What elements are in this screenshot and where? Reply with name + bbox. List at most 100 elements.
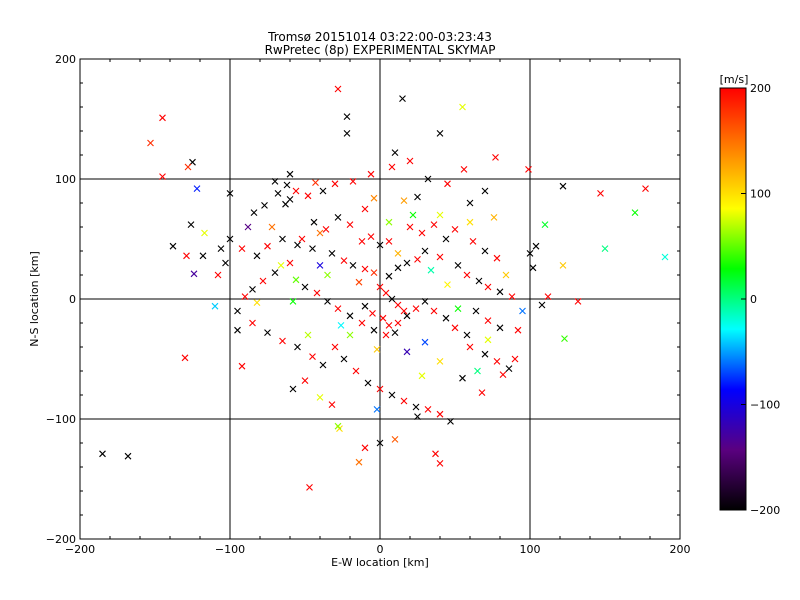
data-point (184, 163, 192, 171)
data-point (159, 173, 166, 180)
data-point (331, 180, 339, 188)
data-points (99, 85, 669, 491)
data-point (421, 298, 429, 305)
data-point (490, 214, 498, 221)
data-point (370, 326, 378, 334)
data-point (169, 242, 177, 250)
data-point (403, 259, 411, 267)
data-point (259, 277, 267, 285)
data-point (451, 226, 459, 233)
data-point (376, 283, 384, 291)
data-point (385, 322, 393, 329)
data-point (292, 187, 300, 195)
data-point (492, 154, 499, 161)
data-point (532, 242, 540, 250)
data-point (234, 307, 241, 315)
data-point (294, 343, 301, 351)
data-point (544, 293, 552, 300)
data-point (264, 242, 271, 250)
data-point (201, 229, 208, 237)
data-point (481, 247, 489, 255)
data-point (505, 365, 513, 372)
data-point (496, 324, 504, 332)
data-point (286, 170, 294, 178)
colorbar-tick-label: 100 (750, 188, 771, 201)
data-point (382, 289, 390, 297)
data-point (385, 238, 393, 245)
data-point (400, 197, 408, 204)
data-point (286, 259, 294, 267)
data-point (282, 200, 289, 208)
data-point (394, 250, 402, 257)
data-point (214, 271, 222, 279)
data-point (508, 293, 516, 300)
data-point (466, 218, 474, 226)
data-point (424, 406, 432, 413)
data-point (147, 139, 154, 147)
x-tick-label: 0 (377, 543, 384, 556)
data-point (385, 218, 393, 226)
y-tick-label: 0 (69, 293, 76, 306)
data-point (346, 312, 354, 320)
y-axis-label: N-S location [km] (28, 251, 41, 347)
colorbar-ticks: 200 100 0 −100 −200 (741, 82, 780, 517)
data-point (421, 338, 429, 346)
data-point (294, 241, 301, 249)
data-point (298, 235, 306, 243)
data-point (306, 484, 313, 491)
data-point (499, 371, 507, 378)
data-point (373, 346, 381, 353)
data-point (211, 302, 219, 310)
data-point (187, 221, 195, 228)
data-point (418, 372, 426, 380)
data-point (412, 305, 420, 312)
data-point (459, 103, 466, 111)
data-point (459, 374, 466, 382)
data-point (361, 444, 369, 452)
data-point (183, 252, 190, 260)
data-point (541, 221, 549, 228)
data-point (352, 367, 360, 375)
data-point (264, 329, 271, 336)
data-point (484, 336, 492, 344)
data-point (364, 379, 372, 387)
data-point (388, 391, 396, 399)
data-point (261, 202, 268, 209)
data-point (430, 221, 438, 228)
data-point (474, 367, 481, 375)
plot-area: −200 −100 0 100 200 −200 −100 0 100 200 (46, 53, 691, 556)
data-point (382, 331, 390, 339)
data-point (601, 245, 609, 252)
data-point (412, 403, 420, 411)
data-point (271, 269, 279, 276)
data-point (304, 192, 312, 200)
data-point (559, 262, 567, 269)
data-point (346, 221, 354, 228)
data-point (324, 271, 331, 279)
data-point (334, 214, 342, 221)
data-point (525, 166, 532, 173)
data-point (472, 307, 480, 315)
data-point (463, 331, 471, 339)
x-tick-label: −100 (215, 543, 245, 556)
data-point (493, 358, 501, 365)
data-point (370, 269, 378, 276)
data-point (454, 262, 462, 269)
y-tick-label: −200 (46, 533, 76, 546)
y-tick-label: 100 (55, 173, 76, 186)
x-tick-label: 100 (520, 543, 541, 556)
data-point (349, 262, 357, 269)
data-point (217, 245, 225, 252)
data-point (399, 95, 406, 102)
data-point (376, 385, 384, 393)
data-point (502, 271, 510, 279)
data-point (316, 229, 324, 237)
data-point (226, 235, 234, 243)
data-point (436, 211, 444, 219)
data-point (367, 170, 375, 178)
data-point (661, 253, 669, 261)
data-point (301, 283, 309, 291)
data-point (430, 307, 438, 315)
data-point (418, 229, 426, 237)
